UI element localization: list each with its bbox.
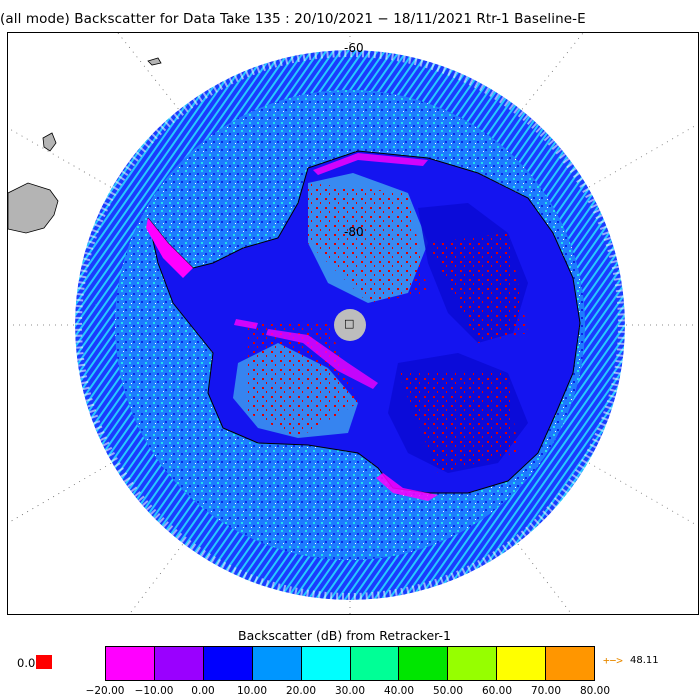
colorbar-segment xyxy=(448,647,498,680)
map-title: (all mode) Backscatter for Data Take 135… xyxy=(0,11,586,27)
high-outlier-value: 48.11 xyxy=(630,655,659,666)
colorbar-tick-label: 10.00 xyxy=(236,685,268,697)
low-outlier-swatch xyxy=(36,655,52,669)
colorbar-tick-label: −20.00 xyxy=(85,685,125,697)
south-america-landmass xyxy=(8,57,162,234)
colorbar-segment xyxy=(350,647,400,680)
colorbar-segment xyxy=(106,647,155,680)
colorbar-segment xyxy=(252,647,302,680)
colorbar-tick-label: 20.00 xyxy=(285,685,317,697)
colorbar-segment xyxy=(497,647,547,680)
latitude-label-minus-60: -60 xyxy=(344,41,364,55)
antarctic-backscatter-map xyxy=(8,33,698,614)
colorbar-tick-label: 50.00 xyxy=(432,685,464,697)
colorbar-segment xyxy=(203,647,253,680)
colorbar-tick-label: 60.00 xyxy=(481,685,513,697)
colorbar-segment xyxy=(301,647,351,680)
colorbar-tick-label: 0.00 xyxy=(191,685,215,697)
colorbar xyxy=(105,646,595,681)
colorbar-tick-label: 30.00 xyxy=(334,685,366,697)
colorbar-tick-label: −10.00 xyxy=(134,685,174,697)
high-outlier-arrow: +−> xyxy=(603,654,623,667)
colorbar-segment xyxy=(546,647,595,680)
colorbar-segment xyxy=(399,647,449,680)
observation-disc xyxy=(75,50,625,600)
colorbar-tick-label: 40.00 xyxy=(383,685,415,697)
colorbar-title: Backscatter (dB) from Retracker-1 xyxy=(238,628,451,643)
colorbar-segment xyxy=(154,647,204,680)
low-outlier-value: 0.0 xyxy=(17,656,36,670)
pole-marker: □ xyxy=(344,317,355,330)
colorbar-tick-label: 70.00 xyxy=(530,685,562,697)
polar-map-frame: -60 -80 □ xyxy=(7,32,699,615)
latitude-label-minus-80: -80 xyxy=(344,225,364,239)
colorbar-tick-label: 80.00 xyxy=(579,685,611,697)
